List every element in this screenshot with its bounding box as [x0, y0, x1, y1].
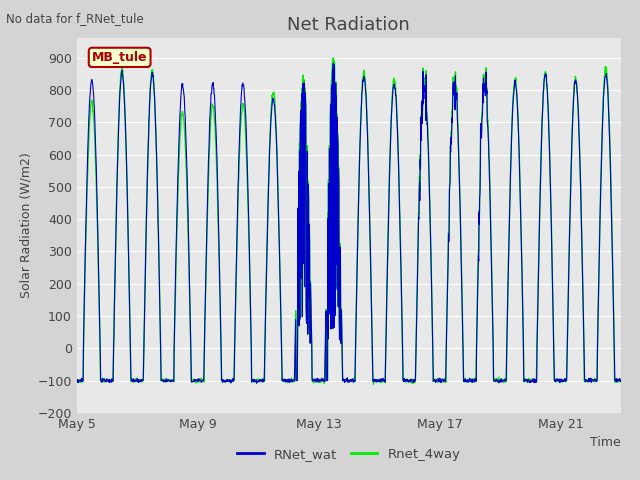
Rnet_4way [105, 378, 113, 384]
RNet_wat [423, 121, 431, 127]
Line: RNet_wat: RNet_wat [77, 63, 621, 383]
Text: MB_tule: MB_tule [92, 51, 147, 64]
X-axis label: Time: Time [590, 436, 621, 449]
RNet_wat [105, 377, 113, 383]
Rnet_4way [307, 340, 314, 346]
Legend: RNet_wat, Rnet_4way: RNet_wat, Rnet_4way [232, 443, 466, 466]
RNet_wat [543, 80, 550, 85]
RNet_wat [617, 377, 625, 383]
RNet_wat [316, 378, 323, 384]
Title: Net Radiation: Net Radiation [287, 16, 410, 34]
Rnet_4way [423, 117, 431, 123]
Rnet_4way [73, 379, 81, 384]
RNet_wat [253, 380, 260, 386]
Text: No data for f_RNet_tule: No data for f_RNet_tule [6, 12, 144, 25]
Rnet_4way [330, 55, 337, 61]
Rnet_4way [363, 104, 371, 109]
Rnet_4way [617, 377, 625, 383]
RNet_wat [73, 378, 81, 384]
Rnet_4way [370, 381, 378, 387]
Line: Rnet_4way: Rnet_4way [77, 58, 621, 384]
RNet_wat [330, 60, 337, 66]
Rnet_4way [315, 376, 323, 382]
RNet_wat [307, 281, 314, 287]
Rnet_4way [543, 74, 550, 80]
RNet_wat [363, 117, 371, 123]
Y-axis label: Solar Radiation (W/m2): Solar Radiation (W/m2) [19, 153, 32, 299]
